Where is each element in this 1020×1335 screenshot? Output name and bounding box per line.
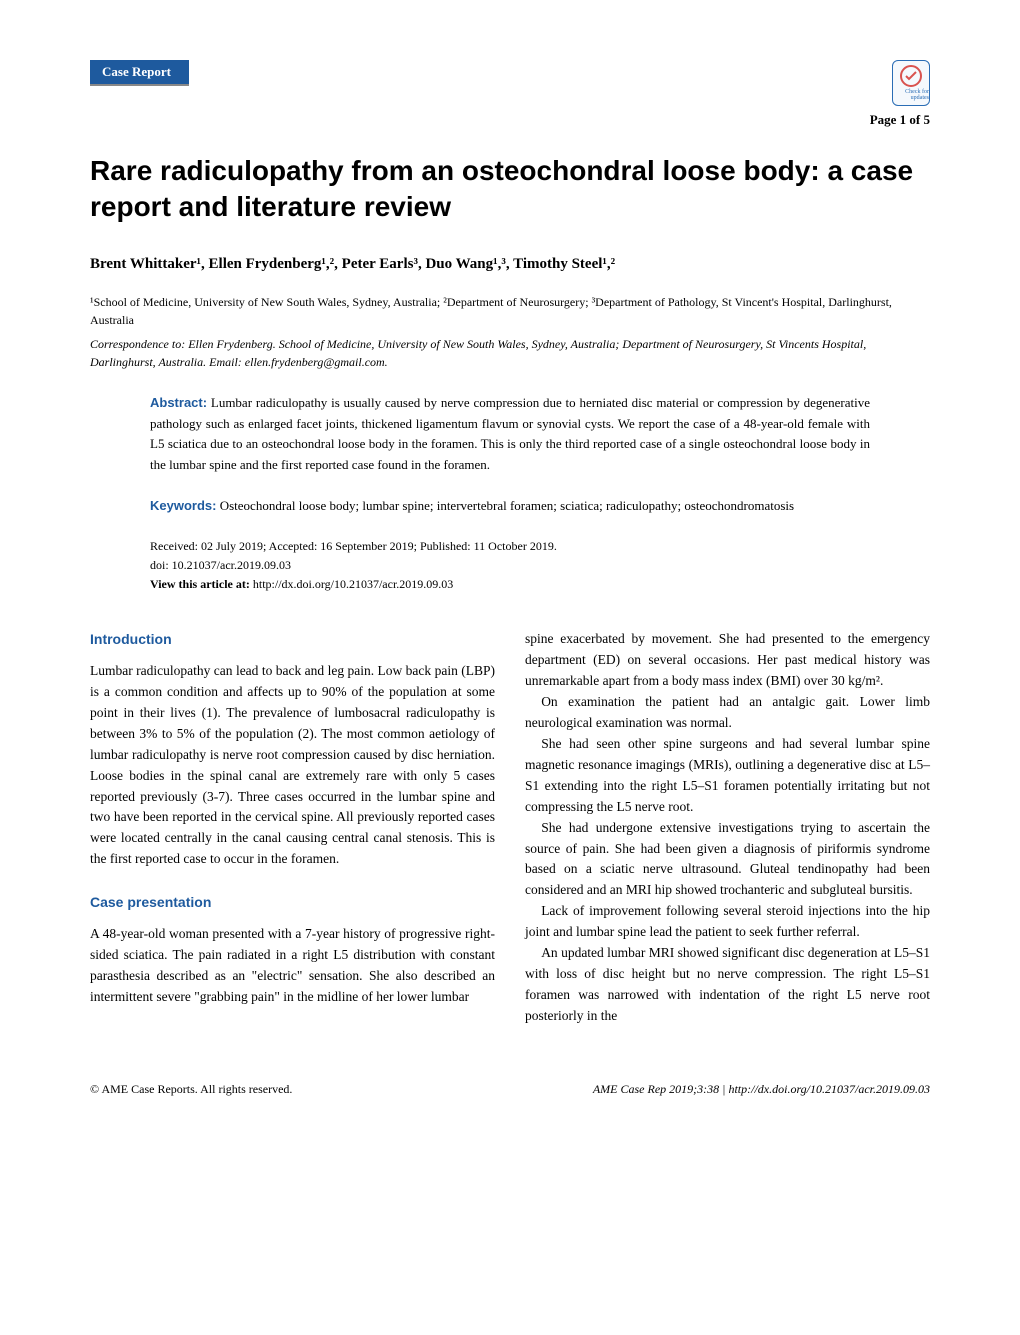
check-for-updates-badge[interactable]: Check for updates	[892, 60, 930, 106]
case-para-1: A 48-year-old woman presented with a 7-y…	[90, 924, 495, 1008]
abstract-block: Abstract: Lumbar radiculopathy is usuall…	[150, 393, 870, 476]
view-article-label: View this article at:	[150, 577, 250, 591]
keywords-block: Keywords: Osteochondral loose body; lumb…	[150, 496, 870, 517]
authors-line: Brent Whittaker¹, Ellen Frydenberg¹,², P…	[90, 256, 930, 273]
footer-left: © AME Case Reports. All rights reserved.	[90, 1082, 292, 1097]
view-article-link[interactable]: http://dx.doi.org/10.21037/acr.2019.09.0…	[253, 577, 453, 591]
received-line: Received: 02 July 2019; Accepted: 16 Sep…	[150, 537, 870, 556]
right-para-2: On examination the patient had an antalg…	[525, 692, 930, 734]
body-columns: Introduction Lumbar radiculopathy can le…	[90, 629, 930, 1027]
page-number: Page 1 of 5	[870, 112, 930, 128]
right-para-1: spine exacerbated by movement. She had p…	[525, 629, 930, 692]
footer: © AME Case Reports. All rights reserved.…	[90, 1082, 930, 1097]
right-column: spine exacerbated by movement. She had p…	[525, 629, 930, 1027]
check-updates-label: Check for updates	[893, 89, 929, 101]
right-para-3: She had seen other spine surgeons and ha…	[525, 734, 930, 818]
correspondence: Correspondence to: Ellen Frydenberg. Sch…	[90, 335, 930, 371]
correspondence-text: Ellen Frydenberg. School of Medicine, Un…	[90, 337, 866, 369]
abstract-label: Abstract:	[150, 395, 207, 410]
affiliations: ¹School of Medicine, University of New S…	[90, 293, 930, 329]
header-right: Check for updates Page 1 of 5	[870, 60, 930, 128]
footer-right: AME Case Rep 2019;3:38 | http://dx.doi.o…	[593, 1082, 930, 1097]
article-title: Rare radiculopathy from an osteochondral…	[90, 153, 930, 226]
introduction-heading: Introduction	[90, 629, 495, 651]
keywords-text: Osteochondral loose body; lumbar spine; …	[220, 498, 794, 513]
introduction-para: Lumbar radiculopathy can lead to back an…	[90, 661, 495, 870]
abstract-text: Lumbar radiculopathy is usually caused b…	[150, 395, 870, 472]
left-column: Introduction Lumbar radiculopathy can le…	[90, 629, 495, 1027]
right-para-5: Lack of improvement following several st…	[525, 901, 930, 943]
meta-block: Received: 02 July 2019; Accepted: 16 Sep…	[150, 537, 870, 595]
crossmark-icon	[900, 65, 922, 87]
case-report-badge: Case Report	[90, 60, 189, 86]
right-para-6: An updated lumbar MRI showed significant…	[525, 943, 930, 1027]
right-para-4: She had undergone extensive investigatio…	[525, 818, 930, 902]
case-heading: Case presentation	[90, 892, 495, 914]
header-row: Case Report Check for updates Page 1 of …	[90, 60, 930, 128]
correspondence-label: Correspondence to:	[90, 337, 185, 351]
doi-line: doi: 10.21037/acr.2019.09.03	[150, 556, 870, 575]
keywords-label: Keywords:	[150, 498, 216, 513]
